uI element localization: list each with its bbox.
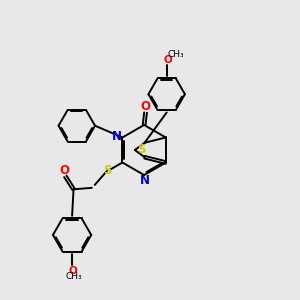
Text: O: O: [59, 164, 69, 177]
Text: O: O: [68, 266, 77, 276]
Text: CH₃: CH₃: [168, 50, 184, 59]
Text: O: O: [164, 55, 172, 65]
Text: S: S: [137, 143, 146, 157]
Text: S: S: [103, 164, 111, 177]
Text: N: N: [140, 174, 150, 187]
Text: N: N: [112, 130, 122, 142]
Text: O: O: [141, 100, 151, 113]
Text: CH₃: CH₃: [65, 272, 82, 281]
